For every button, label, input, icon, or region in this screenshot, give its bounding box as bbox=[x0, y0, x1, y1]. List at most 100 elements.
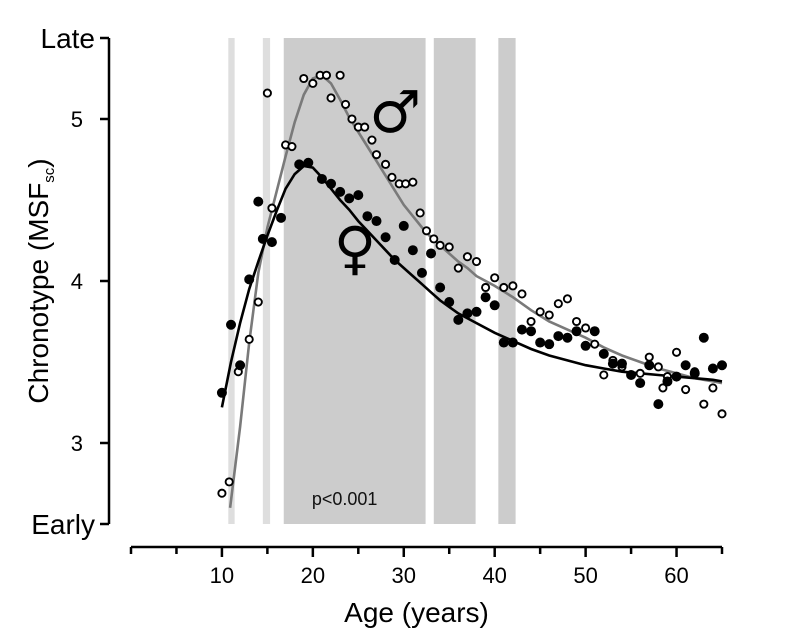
y-axis-title-close: ) bbox=[23, 158, 54, 167]
y-label-early: Early bbox=[31, 509, 95, 540]
point-male-42 bbox=[553, 299, 563, 309]
point-female-16 bbox=[371, 216, 382, 227]
axes: 3 4 5 10 20 30 40 50 60 bbox=[71, 36, 724, 588]
chart-labels: p<0.001 ♂ ♀ Late Early Age (years) Chron… bbox=[23, 23, 489, 628]
point-female-31 bbox=[507, 337, 518, 348]
fit-curve-male bbox=[228, 73, 723, 508]
point-male-22 bbox=[387, 172, 397, 182]
point-female-14 bbox=[353, 190, 364, 201]
point-female-47 bbox=[653, 399, 664, 410]
point-male-39 bbox=[526, 316, 536, 327]
point-female-25 bbox=[453, 314, 464, 325]
point-female-29 bbox=[489, 300, 500, 311]
significance-band-1 bbox=[262, 38, 271, 524]
point-female-41 bbox=[598, 348, 609, 359]
point-male-10 bbox=[308, 78, 318, 88]
point-male-38 bbox=[517, 289, 527, 299]
point-female-23 bbox=[435, 282, 446, 293]
significance-band-3 bbox=[433, 38, 476, 524]
point-male-21 bbox=[381, 159, 391, 169]
significance-band-0 bbox=[228, 38, 235, 524]
point-female-3 bbox=[244, 274, 255, 285]
point-female-54 bbox=[717, 360, 728, 371]
point-male-27 bbox=[421, 226, 432, 236]
point-male-61 bbox=[717, 409, 727, 419]
point-female-15 bbox=[362, 211, 373, 222]
point-male-45 bbox=[581, 323, 591, 333]
point-male-32 bbox=[462, 252, 472, 262]
point-male-18 bbox=[360, 122, 370, 132]
point-female-22 bbox=[426, 248, 437, 259]
point-male-19 bbox=[367, 135, 377, 145]
point-male-60 bbox=[708, 383, 718, 393]
point-female-21 bbox=[416, 267, 427, 278]
point-female-2 bbox=[235, 360, 246, 371]
y-axis-title-subscript: sc bbox=[41, 167, 58, 183]
y-axis-title-main: Chronotype (MSF bbox=[23, 183, 54, 404]
point-female-8 bbox=[294, 159, 305, 170]
point-female-9 bbox=[303, 157, 314, 168]
significance-band-4 bbox=[498, 38, 516, 524]
point-male-37 bbox=[508, 281, 518, 291]
point-female-20 bbox=[407, 245, 418, 256]
point-female-43 bbox=[616, 358, 627, 369]
point-male-46 bbox=[590, 339, 600, 349]
fit-curve-female bbox=[220, 164, 723, 408]
point-male-24 bbox=[401, 179, 411, 189]
point-male-5 bbox=[262, 88, 272, 98]
point-male-47 bbox=[599, 370, 609, 380]
point-female-12 bbox=[335, 186, 346, 197]
point-female-6 bbox=[266, 237, 277, 248]
point-female-4 bbox=[253, 196, 264, 207]
point-male-54 bbox=[658, 383, 668, 393]
point-male-35 bbox=[490, 273, 500, 283]
data-points bbox=[216, 70, 728, 498]
female-symbol: ♀ bbox=[334, 214, 376, 282]
point-female-7 bbox=[276, 212, 287, 223]
point-female-48 bbox=[662, 376, 673, 387]
point-female-51 bbox=[689, 368, 700, 379]
point-male-12 bbox=[321, 70, 332, 80]
point-female-11 bbox=[326, 178, 337, 189]
point-female-36 bbox=[553, 331, 564, 342]
point-female-34 bbox=[535, 337, 546, 348]
point-male-15 bbox=[341, 99, 351, 109]
point-female-19 bbox=[398, 220, 409, 231]
point-female-26 bbox=[462, 308, 473, 319]
point-male-33 bbox=[471, 257, 482, 267]
point-male-44 bbox=[571, 316, 582, 327]
fit-curves bbox=[220, 73, 723, 508]
point-female-37 bbox=[562, 332, 573, 343]
x-tick-label-20: 20 bbox=[301, 563, 325, 588]
point-male-57 bbox=[681, 384, 691, 395]
point-female-44 bbox=[626, 369, 637, 380]
point-male-8 bbox=[287, 141, 297, 152]
point-male-9 bbox=[299, 73, 309, 84]
y-tick-label-3: 3 bbox=[71, 431, 83, 456]
point-male-3 bbox=[244, 334, 254, 344]
point-male-51 bbox=[635, 368, 645, 378]
point-male-26 bbox=[415, 208, 425, 218]
point-male-1 bbox=[224, 477, 234, 487]
point-female-46 bbox=[644, 360, 655, 371]
point-female-13 bbox=[344, 193, 355, 204]
point-male-16 bbox=[347, 114, 357, 124]
point-male-53 bbox=[653, 362, 663, 372]
point-male-36 bbox=[499, 282, 509, 293]
y-tick-label-5: 5 bbox=[71, 107, 83, 132]
point-female-30 bbox=[498, 337, 509, 348]
point-male-28 bbox=[429, 234, 439, 244]
point-male-34 bbox=[481, 282, 491, 293]
x-axis-title: Age (years) bbox=[344, 597, 489, 628]
point-female-53 bbox=[707, 363, 718, 374]
point-female-52 bbox=[698, 332, 709, 343]
point-female-32 bbox=[516, 324, 527, 335]
point-female-17 bbox=[380, 232, 391, 243]
point-male-6 bbox=[267, 203, 277, 213]
point-female-49 bbox=[671, 371, 682, 382]
point-male-59 bbox=[699, 399, 709, 409]
point-female-33 bbox=[526, 326, 537, 337]
point-female-38 bbox=[571, 326, 582, 337]
